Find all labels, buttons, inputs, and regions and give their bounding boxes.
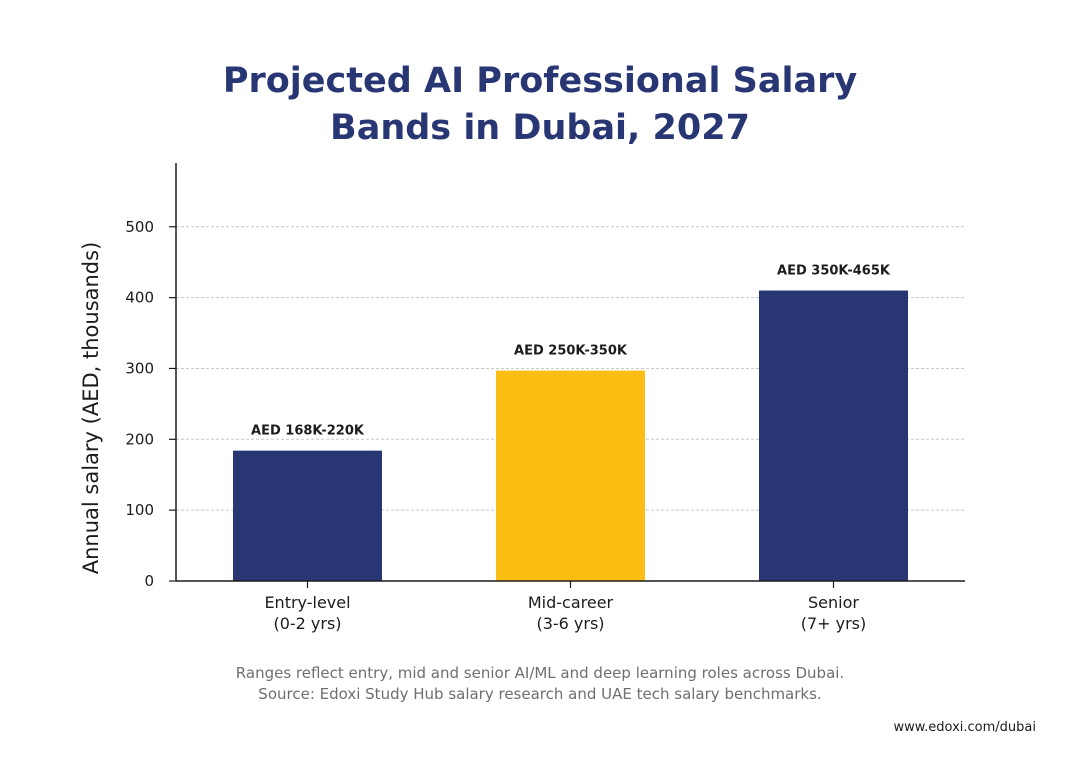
labels: 0 100 200 300 400 500 Annual salary (AED, thou… [79, 218, 891, 633]
y-tick-label: 300 [125, 359, 154, 377]
x-category-label-line: Entry-level [264, 593, 350, 612]
x-category-label: Entry-level (0-2 yrs) [264, 593, 350, 633]
x-category-label: Mid-career (3-6 yrs) [528, 593, 614, 633]
x-category-label: Senior (7+ yrs) [801, 593, 867, 633]
bars [233, 290, 908, 581]
y-tick-label: 100 [125, 501, 154, 519]
bar-data-label: AED 350K-465K [777, 264, 891, 279]
bar-data-label: AED 250K-350K [514, 344, 628, 359]
website-url: www.edoxi.com/dubai [893, 720, 1036, 735]
x-category-label-line: (3-6 yrs) [536, 614, 604, 633]
x-category-label-line: (7+ yrs) [801, 614, 867, 633]
y-tick-label: 500 [125, 218, 154, 236]
x-category-label-line: Mid-career [528, 593, 614, 612]
y-tick-label: 200 [125, 430, 154, 448]
chart-title-line-2: Bands in Dubai, 2027 [330, 108, 750, 148]
chart-title-line-1: Projected AI Professional Salary [222, 61, 858, 101]
salary-bar-chart: 0 100 200 300 400 500 Annual salary (AED, thou… [79, 163, 965, 633]
x-category-label-line: (0-2 yrs) [273, 614, 341, 633]
bar [759, 290, 908, 581]
chart-title: Projected AI Professional Salary Bands i… [0, 58, 1080, 152]
axes [169, 163, 965, 588]
x-category-label-line: Senior [808, 593, 859, 612]
bar [233, 450, 382, 581]
bar-data-label: AED 168K-220K [251, 424, 365, 439]
chart-footnote: Ranges reflect entry, mid and senior AI/… [0, 663, 1080, 705]
y-tick-label: 0 [144, 572, 154, 590]
y-tick-label: 400 [125, 289, 154, 307]
footnote-line-1: Ranges reflect entry, mid and senior AI/… [235, 664, 845, 682]
y-axis-label: Annual salary (AED, thousands) [79, 242, 103, 575]
bar [496, 370, 645, 581]
footnote-source: Source: Edoxi Study Hub salary research … [258, 685, 822, 703]
